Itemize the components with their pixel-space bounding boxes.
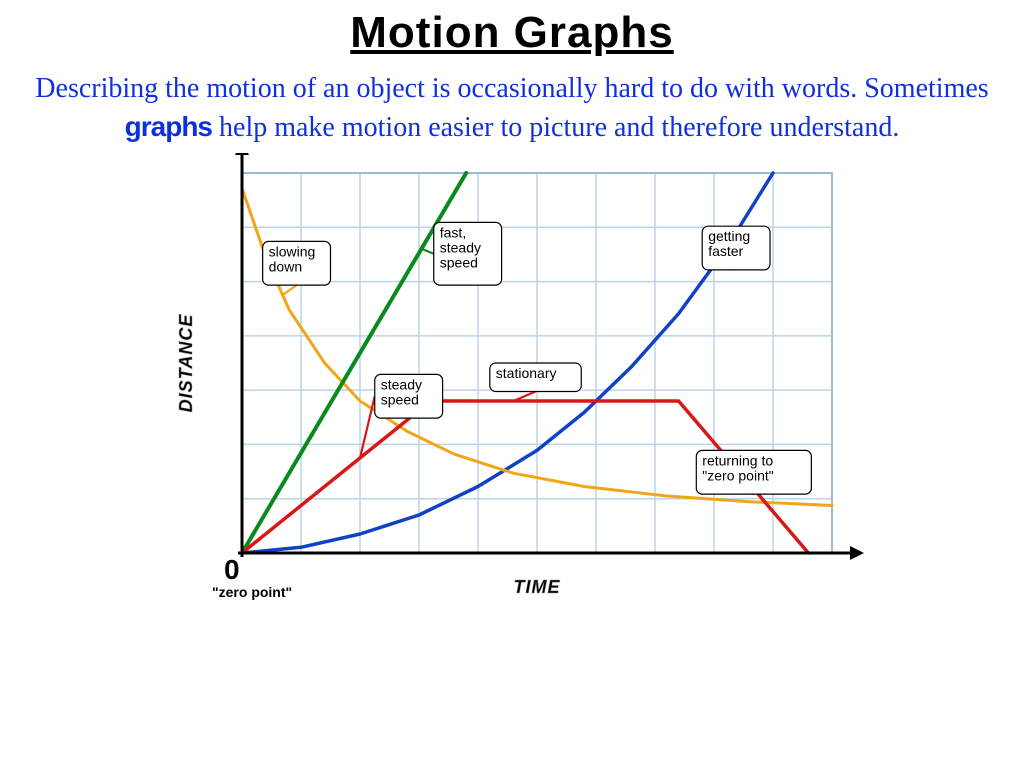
anno-text-steady_speed: steady	[381, 376, 422, 392]
leader-fast_steady	[422, 249, 434, 254]
anno-text-slowing_down: slowing	[269, 243, 316, 259]
anno-text-getting_faster: faster	[708, 243, 743, 259]
motion-chart: 0"zero point"TIMEDISTANCEslowingdownfast…	[152, 153, 872, 633]
y-axis-label: DISTANCE	[176, 313, 196, 412]
page-subtitle: Describing the motion of an object is oc…	[30, 70, 994, 147]
subtitle-post: help make motion easier to picture and t…	[212, 112, 899, 143]
x-axis-label: TIME	[514, 577, 561, 597]
anno-text-returning: returning to	[702, 452, 773, 468]
zero-point-label: "zero point"	[212, 584, 292, 600]
anno-text-fast_steady: speed	[440, 254, 478, 270]
anno-text-slowing_down: down	[269, 258, 302, 274]
origin-label: 0	[224, 554, 240, 585]
subtitle-keyword: graphs	[125, 111, 212, 142]
anno-text-fast_steady: fast,	[440, 224, 466, 240]
curve-fast_steady	[242, 173, 466, 553]
subtitle-pre: Describing the motion of an object is oc…	[35, 73, 988, 104]
leader-slowing_down	[283, 285, 296, 295]
anno-text-returning: "zero point"	[702, 467, 773, 483]
anno-text-fast_steady: steady	[440, 239, 481, 255]
anno-text-stationary: stationary	[496, 365, 557, 381]
page-title: Motion Graphs	[0, 8, 1024, 58]
anno-text-getting_faster: getting	[708, 228, 750, 244]
anno-text-steady_speed: speed	[381, 391, 419, 407]
